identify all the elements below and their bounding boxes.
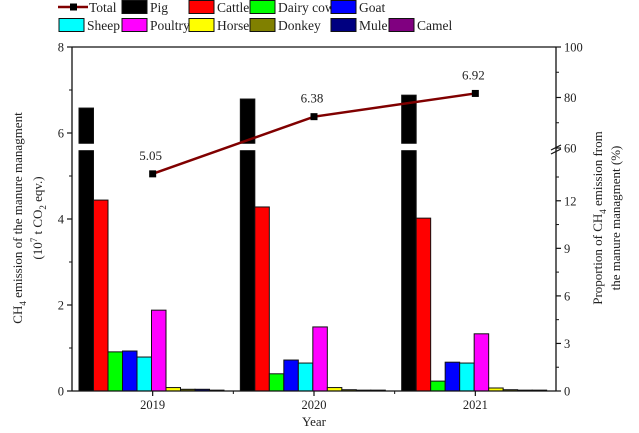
y-left-tick-label: 8 bbox=[58, 41, 64, 55]
total-point-marker bbox=[149, 170, 157, 178]
legend-swatch-pig bbox=[121, 0, 148, 14]
bar-cattle-2021 bbox=[415, 217, 432, 392]
y-left-tick-label: 0 bbox=[58, 385, 64, 399]
total-line-layer: 5.05 6.38 6.92 bbox=[139, 67, 485, 178]
legend-swatch-camel bbox=[388, 18, 415, 32]
y-left-tick-label: 2 bbox=[58, 299, 64, 313]
axis-titles: Year CH4 emission of the manure managmen… bbox=[10, 112, 623, 429]
legend-swatch-cattle bbox=[188, 0, 215, 14]
bar-goat-2021 bbox=[444, 361, 461, 392]
legend-label-donkey: Donkey bbox=[278, 18, 321, 33]
bar-break-gap bbox=[400, 143, 418, 151]
bar-dairy-cow-2020 bbox=[268, 373, 285, 392]
legend-label-horse: Horse bbox=[217, 18, 249, 33]
total-point-marker bbox=[310, 113, 318, 121]
bar-pig-2019 bbox=[78, 107, 94, 392]
bar-cattle-2020 bbox=[254, 206, 270, 392]
bar-poultry-2019 bbox=[151, 309, 167, 392]
y-right-tick-label: 6 bbox=[564, 289, 570, 303]
legend-swatch-horse bbox=[188, 18, 215, 32]
legend-label-pig: Pig bbox=[150, 0, 168, 15]
axis-break-mark bbox=[550, 144, 562, 151]
y-left-tick-label: 6 bbox=[58, 127, 64, 141]
legend-label-goat: Goat bbox=[359, 0, 385, 15]
legend-label-sheep: Sheep bbox=[87, 18, 120, 33]
bar-sheep-2021 bbox=[459, 362, 475, 392]
x-axis-title: Year bbox=[302, 414, 327, 429]
bar-sheep-2020 bbox=[297, 362, 314, 392]
legend-total-marker-icon bbox=[70, 3, 77, 11]
legend-swatch-dairy-cow bbox=[249, 0, 276, 14]
bar-cattle-2019 bbox=[93, 199, 109, 392]
total-data-label: 6.92 bbox=[462, 67, 485, 82]
y-axis-title-left-line2: (107 t CO2 eqv.) bbox=[29, 176, 48, 259]
legend-label-poultry: Poultry bbox=[150, 18, 190, 33]
bar-dairy-cow-2019 bbox=[107, 351, 123, 392]
legend-swatch-mule bbox=[330, 18, 357, 32]
bars bbox=[78, 94, 548, 392]
y-axis-title-right-line2: the manure managment (%) bbox=[608, 146, 623, 291]
axis-break-mark bbox=[550, 148, 562, 155]
y-left-tick-label: 4 bbox=[58, 213, 65, 227]
x-tick-label: 2020 bbox=[302, 398, 327, 412]
legend-label-mule: Mule bbox=[359, 18, 388, 33]
x-tick-label: 2019 bbox=[140, 398, 165, 412]
legend: Total Pig Cattle Dairy cow Goat Sheep Poultry H… bbox=[58, 0, 452, 33]
y-axis-title-right-line1: Proportion of CH4 emission from bbox=[590, 131, 608, 305]
y-right-tick-label: 9 bbox=[564, 242, 570, 256]
bar-sheep-2019 bbox=[136, 356, 152, 392]
total-data-label: 5.05 bbox=[139, 148, 162, 163]
bar-break-gap bbox=[239, 143, 256, 151]
bar-poultry-2021 bbox=[473, 333, 490, 392]
legend-label-dairy-cow: Dairy cow bbox=[278, 0, 335, 15]
bar-goat-2019 bbox=[122, 350, 138, 392]
bar-poultry-2020 bbox=[312, 326, 328, 392]
bar-break-gap bbox=[78, 143, 95, 151]
bar-goat-2020 bbox=[283, 359, 299, 392]
legend-label-cattle: Cattle bbox=[217, 0, 249, 15]
y-right-tick-label: 80 bbox=[564, 91, 577, 105]
y-right-tick-label: 3 bbox=[564, 337, 570, 351]
y-axis-title-left-line1: CH4 emission of the manure managment bbox=[10, 112, 28, 324]
x-tick-label: 2021 bbox=[463, 398, 488, 412]
total-data-label: 6.38 bbox=[301, 91, 324, 106]
legend-swatch-donkey bbox=[249, 18, 276, 32]
y-right-tick-label: 60 bbox=[564, 142, 577, 156]
y-right-tick-label: 100 bbox=[564, 41, 583, 55]
legend-swatch-goat bbox=[330, 0, 357, 14]
total-point-marker bbox=[471, 89, 479, 97]
bar-dairy-cow-2021 bbox=[430, 380, 446, 392]
legend-label-camel: Camel bbox=[417, 18, 452, 33]
legend-swatch-poultry bbox=[121, 18, 148, 32]
y-right-tick-label: 0 bbox=[564, 385, 570, 399]
bar-pig-2021 bbox=[401, 94, 417, 392]
legend-label-total: Total bbox=[89, 0, 117, 15]
y-right-tick-label: 12 bbox=[564, 194, 577, 208]
legend-swatch-sheep bbox=[58, 18, 85, 32]
